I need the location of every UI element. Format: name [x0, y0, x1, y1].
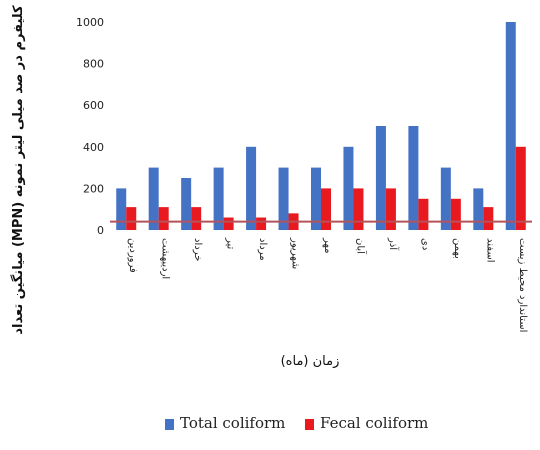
- fecal-coliform-bar: [256, 217, 267, 230]
- fecal-coliform-bar: [418, 198, 429, 230]
- fecal-coliform-bar: [191, 207, 202, 230]
- category-label: تیر: [225, 237, 236, 250]
- total-coliform-bar: [343, 146, 354, 230]
- total-coliform-bar: [408, 126, 419, 230]
- category-label: اردیبهشت: [160, 238, 171, 279]
- total-coliform-bar: [311, 167, 321, 230]
- fecal-coliform-bar: [450, 198, 461, 230]
- category-label: دی: [419, 238, 430, 250]
- fecal-coliform-bar: [223, 217, 234, 230]
- fecal-coliform-bar: [385, 188, 396, 230]
- y-tick-label: 400: [83, 141, 104, 154]
- category-label: مرداد: [257, 238, 268, 261]
- fecal-coliform-bar: [483, 207, 494, 230]
- fecal-coliform-bar: [515, 146, 526, 230]
- category-label: مهر: [322, 237, 333, 253]
- y-axis-ticks: 0 200 400 600 800 1000: [76, 16, 104, 237]
- y-tick-label: 1000: [76, 16, 104, 29]
- legend-label-fecal: Fecal coliform: [320, 414, 428, 432]
- fecal-coliform-bar: [353, 188, 364, 230]
- category-label: اسفند: [484, 238, 495, 262]
- y-axis-label: میانگین تعداد (MPN) کلیفرم در صد میلی لی…: [10, 5, 26, 335]
- legend-label-total: Total coliform: [180, 414, 285, 432]
- y-tick-label: 600: [83, 99, 104, 112]
- total-coliform-bar: [505, 22, 516, 230]
- total-coliform-bar: [278, 167, 289, 230]
- total-coliform-bar: [213, 167, 224, 230]
- legend: Total coliform Fecal coliform: [165, 414, 428, 432]
- legend-swatch-total: [165, 419, 174, 430]
- bar-series: [110, 22, 532, 230]
- category-label: شهریور: [290, 237, 301, 269]
- y-tick-label: 0: [97, 224, 104, 237]
- total-coliform-bar: [473, 188, 484, 230]
- y-tick-label: 800: [83, 58, 104, 71]
- x-axis-label: زمان (ماه): [281, 354, 340, 369]
- fecal-coliform-bar: [321, 188, 331, 230]
- total-coliform-bar: [440, 167, 451, 230]
- category-label: آذر: [387, 237, 400, 251]
- category-label: بهمن: [452, 238, 463, 259]
- fecal-coliform-bar: [158, 207, 169, 230]
- total-coliform-bar: [181, 178, 192, 230]
- fecal-coliform-bar: [126, 207, 137, 230]
- category-labels: فروردین اردیبهشت خرداد تیر مرداد شهریور مهر آبا…: [127, 237, 528, 332]
- category-label: فروردین: [127, 238, 138, 273]
- total-coliform-bar: [375, 126, 386, 230]
- total-coliform-bar: [116, 188, 127, 230]
- category-label: استاندارد محیط زیست: [517, 238, 528, 332]
- total-coliform-bar: [246, 146, 257, 230]
- category-label: خرداد: [192, 238, 203, 261]
- total-coliform-bar: [148, 167, 159, 230]
- legend-swatch-fecal: [305, 419, 314, 430]
- y-tick-label: 200: [83, 182, 104, 195]
- category-label: آبان: [354, 238, 367, 255]
